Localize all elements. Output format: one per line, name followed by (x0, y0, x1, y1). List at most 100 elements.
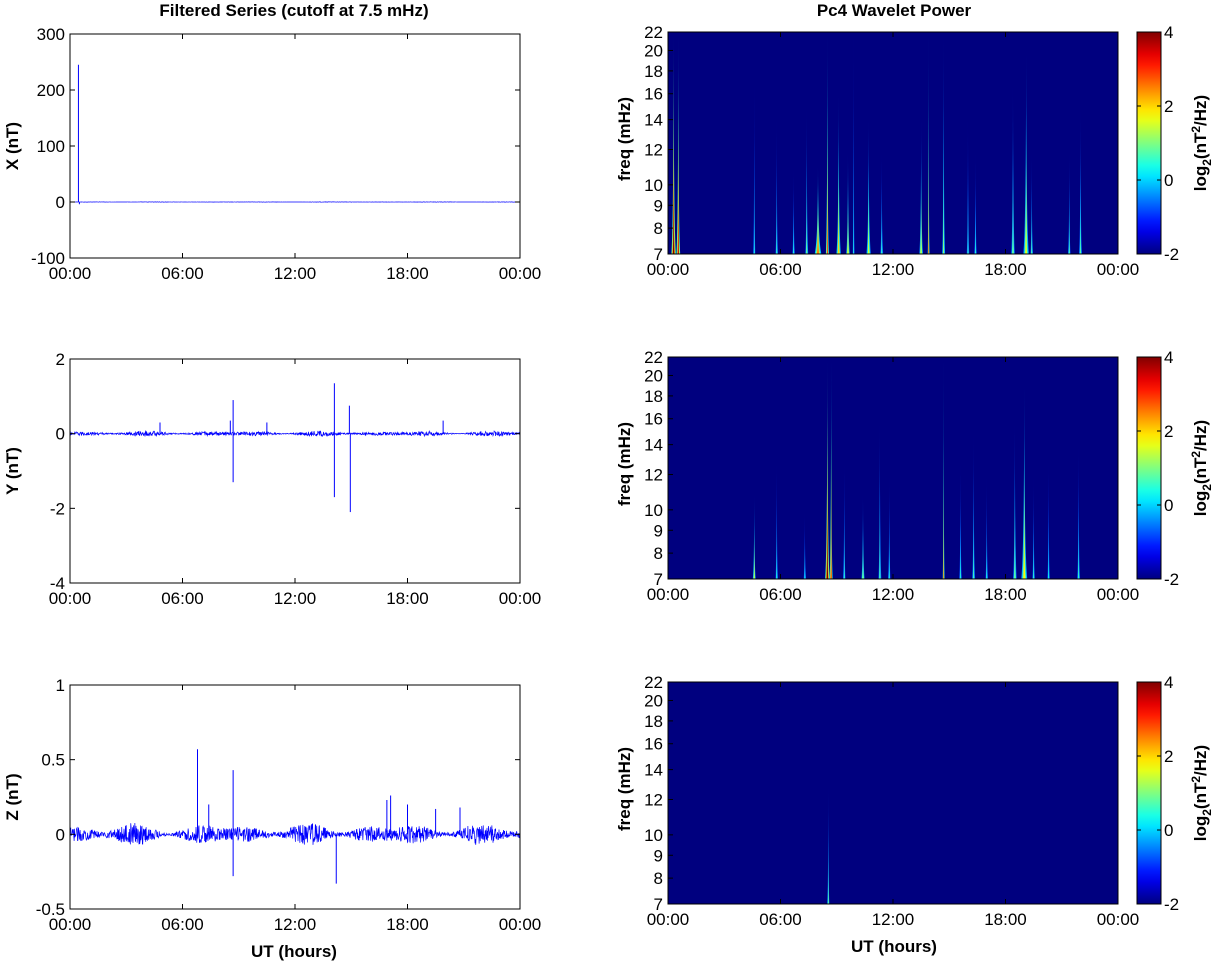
series-1-trace-line (69, 429, 521, 438)
wavelet-0-power-event (967, 178, 969, 254)
wavelet-2-heatmap-area (668, 682, 1118, 904)
wavelet-1-y-tick-label: 16 (644, 410, 663, 429)
wavelet-1-power-event (943, 454, 944, 579)
wavelet-0-y-tick-label: 16 (644, 85, 663, 104)
wavelet-2-colorbar-tick-label: -2 (1164, 895, 1179, 914)
wavelet-0-colorbar-tick-label: -2 (1164, 245, 1179, 264)
wavelet-0-power-event (1068, 195, 1070, 254)
wavelet-0-colorbar-tick-label: 4 (1164, 23, 1173, 42)
series-0-x-tick-label: 06:00 (161, 264, 204, 283)
right-x-axis-label: UT (hours) (851, 937, 937, 956)
series-2-x-tick-label: 18:00 (386, 915, 429, 934)
wavelet-1-y-tick-label: 12 (644, 466, 663, 485)
wavelet-0-power-event (853, 129, 854, 254)
wavelet-1-heatmap-area (668, 357, 1118, 579)
series-2-trace-line (69, 822, 521, 845)
wavelet-2-x-tick-label: 12:00 (872, 910, 915, 929)
wavelet-0-y-tick-label: 9 (654, 196, 663, 215)
wavelet-1-power-event (1048, 511, 1050, 579)
wavelet-0-x-tick-label: 18:00 (984, 260, 1027, 279)
wavelet-1-y-tick-label: 22 (644, 348, 663, 367)
y-component-series-plot: -4 -2 0 2 00:00 06:00 12:00 18:00 00:00 Y (nT) (3, 350, 541, 608)
wavelet-1-power-event (776, 511, 778, 579)
series-0-y-tick-label: 100 (37, 137, 65, 156)
wavelet-1-power-event (830, 454, 832, 579)
wavelet-2-y-tick-label: 18 (644, 712, 663, 731)
wavelet-1-y-tick-label: 7 (654, 570, 663, 589)
series-1-x-tick-label: 12:00 (274, 589, 317, 608)
wavelet-0-power-event (672, 129, 675, 254)
series-2-y-tick-label: 0.5 (41, 751, 65, 770)
wavelet-2-y-tick-label: 7 (654, 895, 663, 914)
wavelet-1-colorbar-label: log2(nT2/Hz) (1189, 420, 1214, 516)
wavelet-2-x-tick-label: 00:00 (647, 910, 690, 929)
wavelet-0-colorbar-tick-label: 0 (1164, 171, 1173, 190)
wavelet-1-power-event (826, 454, 829, 579)
series-1-x-tick-label: 00:00 (49, 589, 92, 608)
wavelet-0-y-axis-label: freq (mHz) (615, 97, 634, 181)
wavelet-1-y-tick-label: 9 (654, 521, 663, 540)
wavelet-1-x-tick-label: 12:00 (872, 585, 915, 604)
series-0-y-tick-label: 0 (56, 193, 65, 212)
wavelet-0-colorbar (1136, 31, 1162, 255)
series-2-x-tick-label: 00:00 (49, 915, 92, 934)
series-0-y-tick-label: 300 (37, 25, 65, 44)
wavelet-2-y-tick-label: 14 (644, 761, 663, 780)
series-1-y-tick-label: 2 (56, 350, 65, 369)
series-2-x-tick-label: 06:00 (161, 915, 204, 934)
series-0-y-axis-label: X (nT) (3, 122, 22, 170)
wavelet-0-power-event (847, 195, 849, 254)
wavelet-0-power-event (928, 129, 929, 254)
wavelet-1-colorbar-tick-label: 0 (1164, 496, 1173, 515)
wavelet-1-power-event (862, 529, 864, 579)
wavelet-1-power-event (986, 520, 988, 579)
series-2-x-tick-label: 00:00 (499, 915, 542, 934)
wavelet-2-x-tick-label: 06:00 (759, 910, 802, 929)
series-2-plot-area (70, 685, 520, 909)
wavelet-0-y-tick-label: 20 (644, 41, 663, 60)
wavelet-1-power-event (879, 489, 881, 579)
wavelet-1-power-event (753, 529, 755, 579)
wavelet-2-x-tick-label: 18:00 (984, 910, 1027, 929)
wavelet-2-colorbar-tick-label: 4 (1164, 673, 1173, 692)
wavelet-1-y-tick-label: 8 (654, 544, 663, 563)
wavelet-0-y-tick-label: 22 (644, 23, 663, 42)
wavelet-0-y-tick-label: 12 (644, 141, 663, 160)
wavelet-1-colorbar-tick-label: 4 (1164, 348, 1173, 367)
wavelet-0-power-event (867, 178, 870, 254)
wavelet-2-y-tick-label: 20 (644, 691, 663, 710)
wavelet-1-power-event (960, 511, 961, 579)
wavelet-2-y-tick-label: 10 (644, 826, 663, 845)
wavelet-1-power-event (1033, 520, 1035, 579)
wavelet-2-y-tick-label: 8 (654, 869, 663, 888)
wavelet-2-x-tick-label: 00:00 (1097, 910, 1140, 929)
wavelet-1-y-tick-label: 20 (644, 366, 663, 385)
wavelet-1-power-event (1023, 470, 1026, 579)
wavelet-1-colorbar (1136, 356, 1162, 580)
wavelet-0-colorbar-label: log2(nT2/Hz) (1189, 95, 1214, 191)
series-0-y-tick-label: -100 (31, 249, 65, 268)
wavelet-1-power-event (843, 511, 845, 579)
wavelet-0-power-event (975, 195, 976, 254)
wavelet-2-y-tick-label: 12 (644, 791, 663, 810)
wavelet-2-y-axis-label: freq (mHz) (615, 747, 634, 831)
wavelet-0-y-tick-label: 7 (654, 245, 663, 264)
wavelet-1-y-tick-label: 10 (644, 501, 663, 520)
wavelet-0-power-event (920, 178, 922, 254)
left-column-title: Filtered Series (cutoff at 7.5 mHz) (159, 1, 428, 20)
wavelet-2-y-tick-label: 22 (644, 673, 663, 692)
wavelet-2-y-tick-label: 9 (654, 846, 663, 865)
series-0-x-tick-label: 00:00 (499, 264, 542, 283)
wavelet-0-x-tick-label: 00:00 (1097, 260, 1140, 279)
series-0-x-tick-label: 00:00 (49, 264, 92, 283)
wavelet-1-x-tick-label: 00:00 (1097, 585, 1140, 604)
wavelet-0-power-event (881, 195, 883, 254)
series-2-y-tick-label: -0.5 (36, 900, 65, 919)
wavelet-0-y-tick-label: 10 (644, 176, 663, 195)
wavelet-1-x-tick-label: 06:00 (759, 585, 802, 604)
wavelet-0-power-event (1012, 157, 1014, 254)
series-1-x-tick-label: 06:00 (161, 589, 204, 608)
wavelet-0-colorbar-tick-label: 2 (1164, 97, 1173, 116)
